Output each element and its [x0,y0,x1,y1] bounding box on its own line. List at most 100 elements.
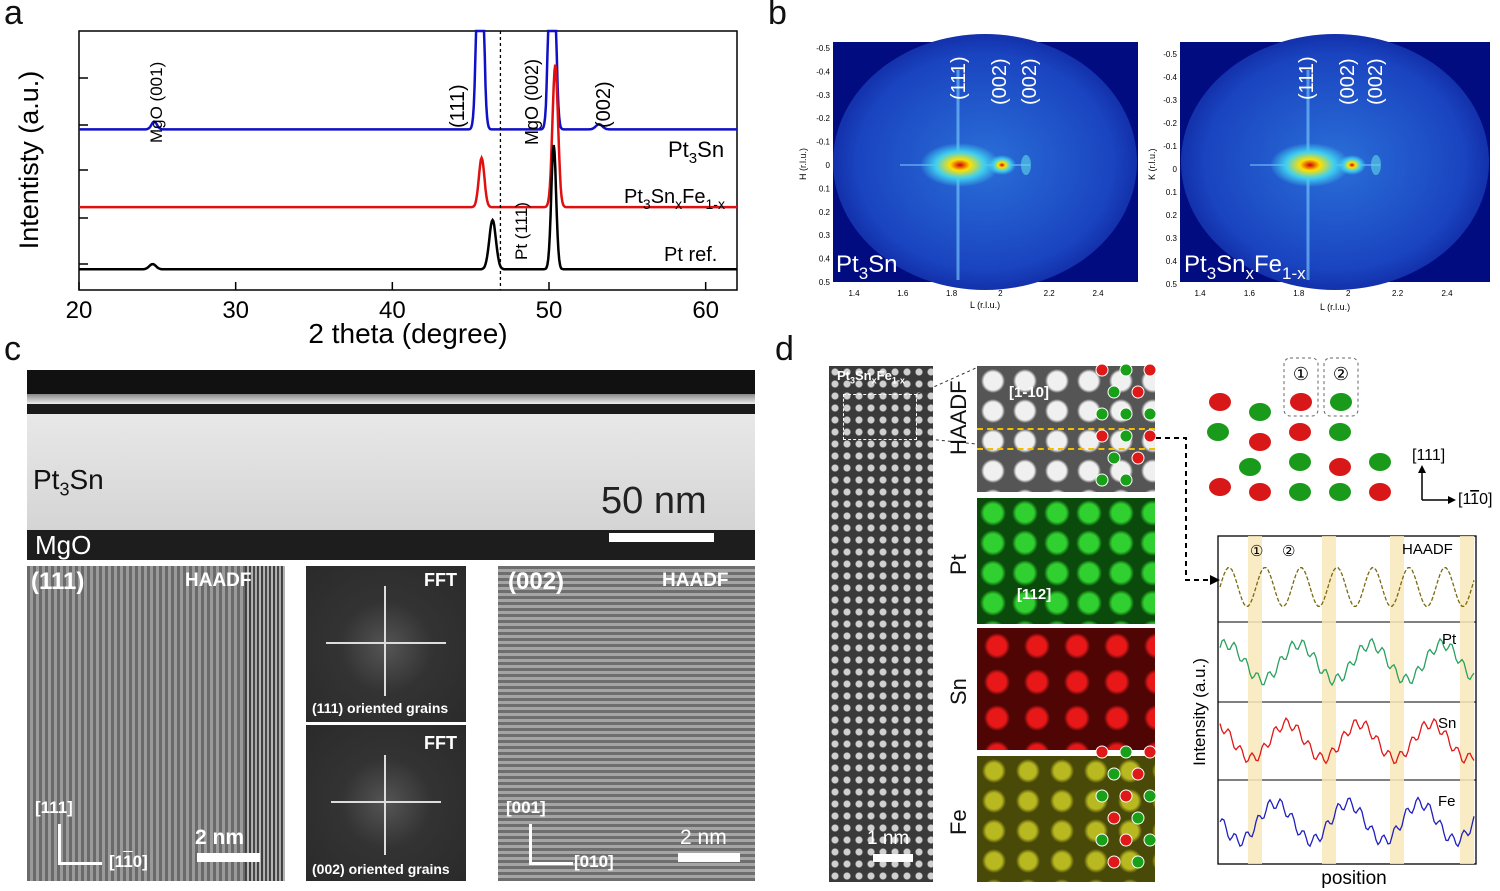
rsm-y-tick: 0.2 [819,208,831,217]
rsm-panel: (111) (002) (002) Pt3Sn -0.5 -0.4 -0.3 -0.2… [798,34,1490,312]
dir-010-right: [010] [574,852,614,871]
atom-dot [1095,473,1109,487]
map-label-pt: Pt [946,554,971,575]
atom-dot [1107,451,1121,465]
rsm-peak-002b: (002) [1019,58,1041,105]
x-axis-label: 2 theta (degree) [308,318,507,349]
panel-label-d: d [775,330,794,368]
arrow-up-icon-2 [529,824,532,864]
map-pt: [112] [977,498,1155,624]
site1-label: ① [1293,364,1309,384]
rsm-x-tick: 2.4 [1441,289,1453,298]
fft-002-image: FFT (002) oriented grains [306,725,466,881]
atom-dot [1131,855,1145,869]
stem-strip-image: Pt3SnxFe1-x 1 nm [829,366,933,882]
crystal-atom [1289,423,1311,441]
haadf-002-title: (002) [508,568,565,595]
rsm-peak-002a: (002) [989,58,1011,105]
atom-dot [1095,833,1109,847]
crystal-atom [1369,483,1391,501]
atom-dot [1143,789,1157,803]
atom-dot [1095,407,1109,421]
rsm-y-tick: 0.5 [1166,280,1178,289]
profile-trace-label-sn: Sn [1438,715,1456,732]
rsm-sample-label-right: Pt3SnxFe1-x [1184,251,1306,283]
crystal-atom [1289,483,1311,501]
rsm-x-label-left: L (r.l.u.) [970,300,1000,310]
x-tick-label: 20 [66,297,93,324]
annotation-mgo002: MgO (002) [522,59,542,145]
atom-dot [1119,745,1133,759]
dir-1-10-right: [110] [109,852,148,871]
y-axis-label: Intentisty (a.u.) [14,71,44,250]
x-tick-label: 50 [536,297,563,324]
cross-section-image: Pt3Sn MgO 50 nm [27,370,755,560]
rsm-y-tick: -0.5 [816,44,830,53]
atom-dot [1119,407,1133,421]
atom-dot [1143,745,1157,759]
haadf-111-title: (111) [31,568,85,595]
profile-trace-label-haadf: HAADF [1402,541,1453,558]
rsm-peak-111: (111) [948,56,970,100]
scale-label-2nm-left: 2 nm [195,826,245,849]
rsm-y-tick: 0.1 [1166,188,1178,197]
rsm-map-pt3snxfe: (111) (002) (002) Pt3SnxFe1-x -0.5 -0.4 -0… [1147,34,1490,312]
scale-label-50nm: 50 nm [601,480,707,522]
arrow-up-icon [58,824,61,864]
rsm-x-tick: 1.8 [946,289,958,298]
atom-dot [1107,385,1121,399]
rsm-y-tick: 0.4 [1166,257,1178,266]
rsm-y-tick: -0.2 [1163,119,1177,128]
crystal-atom [1249,403,1271,421]
haadf-111-mode: HAADF [185,570,252,591]
crystal-atom [1207,423,1229,441]
profile-site1: ① [1250,543,1263,560]
profile-y-label: Intensity (a.u.) [1190,658,1209,766]
rsm-x-tick: 1.6 [897,289,909,298]
atom-dot [1131,385,1145,399]
dir-1-10-crystal: [110] [1458,491,1492,508]
x-tick-label: 60 [692,297,719,324]
atom-dot [1143,363,1157,377]
rsm-x-tick: 2.4 [1092,289,1104,298]
rsm-y-tick: 0 [826,161,831,170]
map-label-sn: Sn [946,678,971,705]
substrate-label: MgO [35,530,92,560]
scale-label-1nm: 1 nm [867,828,910,849]
series-line-0 [79,29,737,131]
line-profile-chart: ① ② HAADF Pt Sn Fe Intensity (a.u.) posi… [1190,535,1477,889]
rsm-sample-label-left: Pt3Sn [836,251,898,283]
rsm-x-tick: 2.2 [1392,289,1404,298]
fft-111-caption: (111) oriented grains [312,700,449,716]
scale-bar-2nm-left [197,853,260,862]
x-tick-label: 30 [222,297,249,324]
crystal-structure: ① ② [111] [110] [1207,357,1492,508]
rsm-map-pt3sn: (111) (002) (002) Pt3Sn -0.5 -0.4 -0.3 -0.2… [798,34,1138,310]
rsm-peak-002b-right: (002) [1365,58,1387,105]
scale-bar-1nm [873,854,913,862]
rsm-x-tick: 1.8 [1293,289,1305,298]
rsm-y-tick: 0.2 [1166,211,1178,220]
rsm-y-tick: 0.5 [819,278,831,287]
map-fe [977,756,1155,882]
series-line-1 [79,64,737,209]
fft-002-caption: (002) oriented grains [312,861,450,877]
annotation-mgo001: MgO (001) [147,62,166,143]
atom-overlay [1095,363,1157,869]
atom-dot [1095,429,1109,443]
rsm-y-label-right: K (r.l.u.) [1147,148,1157,180]
rsm-x-tick: 2 [998,289,1003,298]
rsm-x-tick: 1.6 [1244,289,1256,298]
rsm-x-tick: 1.4 [848,289,860,298]
map-pt-note: [112] [1017,586,1052,603]
arrow-right-icon-2 [529,862,573,865]
site2-label: ② [1333,364,1349,384]
dir-111-crystal: [111] [1412,447,1445,464]
haadf-111-image: (111) HAADF [111] [110] 2 nm [27,566,285,881]
crystal-atom [1249,433,1271,451]
crystal-atom [1369,453,1391,471]
map-haadf: [1-10] [977,366,1155,492]
rsm-y-tick: 0.4 [819,255,831,264]
rsm-peak-111-right: (111) [1296,56,1318,100]
zoom-guide-lines [917,367,977,445]
